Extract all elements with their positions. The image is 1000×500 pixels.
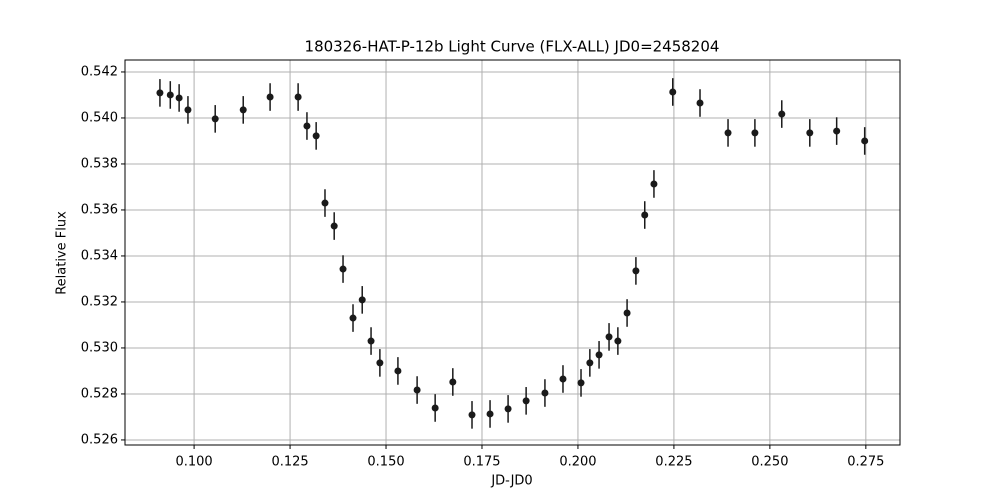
y-tick-label: 0.540 <box>81 110 118 125</box>
data-point <box>541 389 549 397</box>
data-point <box>239 106 247 114</box>
plot-frame <box>124 59 901 446</box>
y-tick-label: 0.536 <box>81 202 118 217</box>
y-tick-label: 0.532 <box>81 294 118 309</box>
data-point <box>184 106 192 114</box>
x-tick-label: 0.175 <box>463 455 500 470</box>
data-point <box>156 89 164 97</box>
data-point <box>724 129 732 137</box>
data-point <box>321 199 329 207</box>
data-point <box>358 296 366 304</box>
data-point <box>559 375 567 383</box>
x-tick-label: 0.250 <box>751 455 788 470</box>
data-point <box>349 314 357 322</box>
data-point <box>413 386 421 394</box>
y-tick-label: 0.528 <box>81 386 118 401</box>
data-point <box>778 110 786 118</box>
data-point <box>614 337 622 345</box>
data-point <box>577 379 585 387</box>
data-point <box>211 115 219 123</box>
data-point <box>669 88 677 96</box>
y-axis-label: Relative Flux <box>55 211 70 295</box>
data-point <box>431 404 439 412</box>
y-tick-label: 0.530 <box>81 340 118 355</box>
y-tick-label: 0.534 <box>81 248 118 263</box>
data-point <box>294 93 302 101</box>
data-point <box>312 132 320 140</box>
data-point <box>632 267 640 275</box>
data-point <box>468 411 476 419</box>
chart-title: 180326-HAT-P-12b Light Curve (FLX-ALL) J… <box>305 38 720 56</box>
data-point <box>339 265 347 273</box>
data-point <box>650 180 658 188</box>
data-point <box>751 129 759 137</box>
data-point <box>394 367 402 375</box>
x-tick-label: 0.200 <box>559 455 596 470</box>
data-point <box>486 410 494 418</box>
x-tick-label: 0.225 <box>655 455 692 470</box>
data-point <box>623 309 631 317</box>
x-tick-label: 0.125 <box>271 455 308 470</box>
data-point <box>522 397 530 405</box>
y-tick-label: 0.542 <box>81 64 118 79</box>
data-point <box>449 378 457 386</box>
data-point <box>595 351 603 359</box>
data-point <box>861 137 869 145</box>
data-point <box>641 211 649 219</box>
data-point <box>806 129 814 137</box>
y-tick-label: 0.538 <box>81 156 118 171</box>
data-point <box>504 405 512 413</box>
data-point <box>696 99 704 107</box>
x-tick-label: 0.100 <box>175 455 212 470</box>
data-point <box>166 91 174 99</box>
x-axis-label: JD-JD0 <box>490 474 532 489</box>
data-point <box>376 359 384 367</box>
data-point <box>303 122 311 130</box>
data-point <box>367 337 375 345</box>
data-point <box>330 222 338 230</box>
data-point <box>586 359 594 367</box>
data-point <box>175 94 183 102</box>
y-tick-label: 0.526 <box>81 432 118 447</box>
data-point <box>605 333 613 341</box>
x-tick-label: 0.150 <box>367 455 404 470</box>
data-point <box>266 93 274 101</box>
data-point <box>833 127 841 135</box>
x-tick-label: 0.275 <box>847 455 884 470</box>
